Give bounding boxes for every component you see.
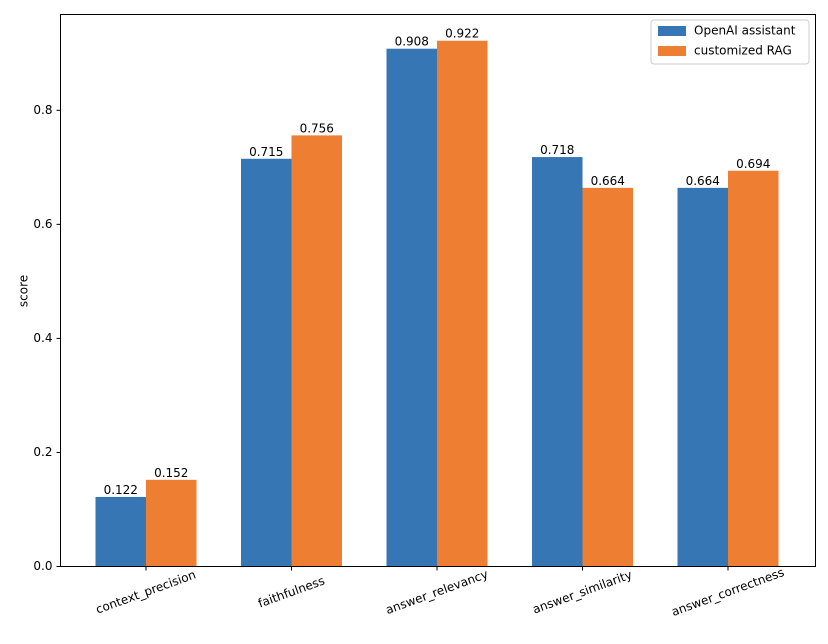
data-label: 0.715 [249,145,283,159]
bar-customized-rag-answer-correctness [728,170,779,567]
data-label: 0.922 [445,27,479,41]
bar-customized-rag-faithfulness [291,135,342,567]
data-label: 0.152 [154,466,188,480]
bar-openai-assistant-context-precision [95,496,146,567]
plot-frame [60,14,816,567]
legend-entry: OpenAI assistant [694,24,796,38]
y-tick-label: 0.0 [33,559,52,573]
bar-openai-assistant-answer-similarity [532,157,583,567]
bar-openai-assistant-answer-relevancy [386,48,437,567]
data-labels-layer: 0.122 0.715 0.908 0.718 0.664 0.152 0.756 0.922… [104,27,771,497]
bar-customized-rag-answer-similarity [582,187,633,567]
data-label: 0.756 [300,121,334,135]
data-label: 0.694 [736,157,770,171]
bar-openai-assistant-faithfulness [241,158,292,567]
legend: OpenAI assistant customized RAG [650,19,810,65]
bar-customized-rag-context-precision [146,479,197,567]
bars-layer [95,40,779,567]
data-label: 0.664 [591,174,625,188]
bar-openai-assistant-answer-correctness [677,187,728,567]
legend-frame [650,19,810,65]
bar-customized-rag-answer-relevancy [437,40,488,567]
data-label: 0.664 [686,174,720,188]
data-label: 0.908 [395,35,429,49]
y-tick-label: 0.2 [33,445,52,459]
y-tick-label: 0.6 [33,217,52,231]
y-tick-label: 0.8 [33,103,52,117]
data-label: 0.718 [540,143,574,157]
y-axis: 0.0 0.2 0.4 0.6 0.8 [33,103,61,573]
legend-swatch [658,46,686,56]
y-tick-label: 0.4 [33,331,52,345]
legend-entry: customized RAG [694,44,792,58]
y-axis-label: score [17,275,31,307]
data-label: 0.122 [104,483,138,497]
legend-swatch [658,26,686,36]
